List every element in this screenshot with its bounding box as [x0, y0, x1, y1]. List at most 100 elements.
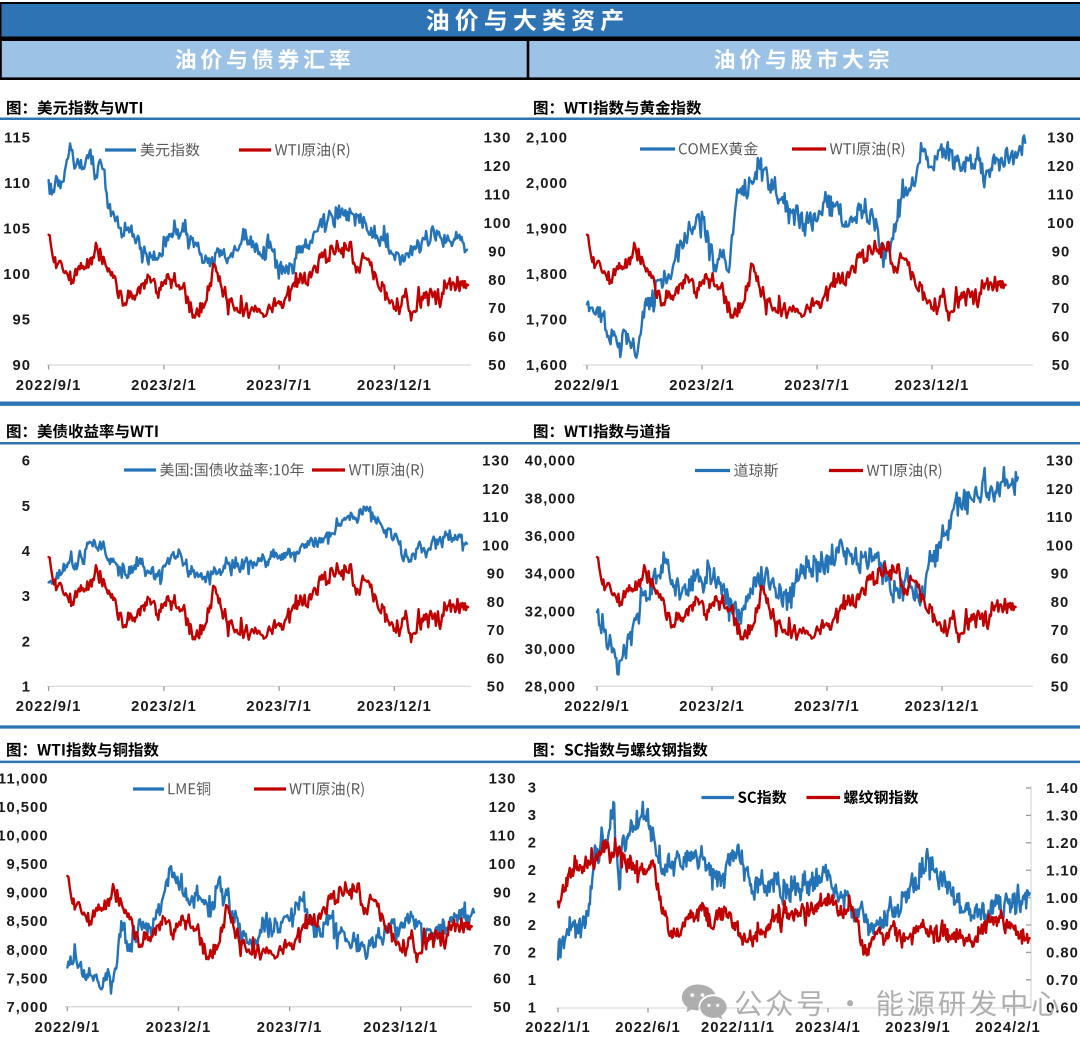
- svg-text:2,000: 2,000: [526, 176, 568, 192]
- svg-text:3: 3: [528, 808, 537, 824]
- svg-text:100: 100: [1046, 538, 1074, 554]
- svg-text:7,000: 7,000: [6, 1000, 48, 1016]
- svg-text:80: 80: [1051, 595, 1069, 611]
- svg-text:1.20: 1.20: [1046, 836, 1079, 852]
- svg-text:90: 90: [488, 244, 506, 260]
- svg-text:110: 110: [484, 187, 511, 203]
- svg-text:1: 1: [22, 680, 31, 696]
- svg-text:1,700: 1,700: [526, 313, 568, 329]
- svg-text:1,600: 1,600: [526, 358, 568, 374]
- svg-text:2023/7/1: 2023/7/1: [246, 699, 312, 715]
- svg-text:60: 60: [488, 330, 506, 346]
- svg-text:70: 70: [1052, 301, 1070, 317]
- svg-text:38,000: 38,000: [525, 491, 576, 507]
- svg-text:2: 2: [528, 946, 537, 962]
- svg-text:3: 3: [528, 781, 537, 797]
- svg-text:2023/2/1: 2023/2/1: [679, 699, 745, 715]
- svg-text:11,000: 11,000: [0, 772, 49, 788]
- svg-text:110: 110: [483, 510, 510, 526]
- svg-text:90: 90: [1052, 244, 1070, 260]
- svg-text:110: 110: [1047, 510, 1074, 526]
- svg-text:30,000: 30,000: [525, 642, 576, 658]
- svg-text:2: 2: [528, 863, 537, 879]
- svg-text:2023/7/1: 2023/7/1: [257, 1020, 323, 1036]
- svg-text:8,000: 8,000: [6, 943, 48, 959]
- svg-text:50: 50: [1051, 680, 1069, 696]
- svg-text:1: 1: [528, 973, 537, 989]
- svg-text:60: 60: [1052, 330, 1070, 346]
- svg-text:2024/2/1: 2024/2/1: [975, 1020, 1041, 1036]
- svg-text:2023/7/1: 2023/7/1: [784, 378, 850, 394]
- svg-text:90: 90: [13, 358, 31, 374]
- svg-text:115: 115: [4, 130, 31, 146]
- svg-text:90: 90: [1051, 567, 1069, 583]
- svg-text:2023/9/1: 2023/9/1: [885, 1020, 951, 1036]
- svg-text:5: 5: [22, 499, 31, 515]
- svg-text:1.10: 1.10: [1046, 863, 1079, 879]
- svg-text:40,000: 40,000: [525, 454, 576, 470]
- svg-text:2: 2: [22, 634, 31, 650]
- svg-text:110: 110: [489, 829, 516, 845]
- svg-text:1,800: 1,800: [526, 267, 568, 283]
- svg-text:2022/11/1: 2022/11/1: [701, 1020, 775, 1036]
- svg-text:9,000: 9,000: [6, 886, 48, 902]
- svg-text:6: 6: [22, 454, 31, 470]
- svg-text:2022/9/1: 2022/9/1: [16, 378, 82, 394]
- svg-text:2023/12/1: 2023/12/1: [363, 1020, 438, 1036]
- svg-text:2: 2: [528, 891, 537, 907]
- svg-text:130: 130: [1046, 454, 1074, 470]
- svg-text:2023/12/1: 2023/12/1: [895, 378, 970, 394]
- svg-text:100: 100: [482, 538, 510, 554]
- svg-text:95: 95: [13, 313, 31, 329]
- svg-text:2: 2: [528, 836, 537, 852]
- svg-text:2022/9/1: 2022/9/1: [554, 378, 620, 394]
- svg-text:80: 80: [487, 595, 505, 611]
- svg-text:120: 120: [1046, 482, 1074, 498]
- svg-text:70: 70: [488, 301, 506, 317]
- svg-text:2023/7/1: 2023/7/1: [794, 699, 860, 715]
- svg-text:100: 100: [489, 857, 517, 873]
- svg-text:28,000: 28,000: [525, 680, 576, 696]
- svg-text:2023/2/1: 2023/2/1: [669, 378, 735, 394]
- svg-text:130: 130: [1047, 130, 1075, 146]
- svg-text:2022/9/1: 2022/9/1: [16, 699, 82, 715]
- svg-text:80: 80: [493, 914, 511, 930]
- svg-text:2023/12/1: 2023/12/1: [357, 378, 432, 394]
- svg-text:2022/9/1: 2022/9/1: [35, 1020, 101, 1036]
- svg-text:120: 120: [489, 800, 517, 816]
- svg-text:50: 50: [493, 1000, 511, 1016]
- svg-text:10,500: 10,500: [0, 800, 49, 816]
- svg-text:2: 2: [528, 918, 537, 934]
- svg-text:10,000: 10,000: [0, 829, 49, 845]
- svg-text:120: 120: [482, 482, 510, 498]
- svg-text:2023/2/1: 2023/2/1: [131, 699, 197, 715]
- svg-text:60: 60: [493, 971, 511, 987]
- svg-text:1.40: 1.40: [1046, 781, 1079, 797]
- svg-text:100: 100: [1047, 216, 1075, 232]
- svg-text:130: 130: [484, 130, 512, 146]
- svg-text:100: 100: [484, 216, 512, 232]
- svg-text:1: 1: [528, 1001, 537, 1017]
- svg-text:50: 50: [1052, 358, 1070, 374]
- svg-text:34,000: 34,000: [525, 567, 576, 583]
- svg-text:2023/2/1: 2023/2/1: [131, 378, 197, 394]
- svg-text:80: 80: [1052, 273, 1070, 289]
- svg-text:2022/9/1: 2022/9/1: [564, 699, 630, 715]
- svg-text:36,000: 36,000: [525, 529, 576, 545]
- svg-text:70: 70: [493, 943, 511, 959]
- svg-text:60: 60: [487, 651, 505, 667]
- svg-text:105: 105: [3, 222, 31, 238]
- svg-text:120: 120: [1047, 159, 1075, 175]
- svg-text:0.90: 0.90: [1046, 918, 1079, 934]
- svg-text:2,100: 2,100: [526, 130, 568, 146]
- svg-text:2023/12/1: 2023/12/1: [905, 699, 980, 715]
- svg-text:9,500: 9,500: [6, 857, 48, 873]
- svg-text:8,500: 8,500: [6, 914, 48, 930]
- svg-text:100: 100: [3, 267, 31, 283]
- svg-text:130: 130: [482, 454, 510, 470]
- svg-text:2022/1/1: 2022/1/1: [525, 1020, 591, 1036]
- svg-text:110: 110: [4, 176, 31, 192]
- svg-text:1,900: 1,900: [526, 222, 568, 238]
- svg-text:1.30: 1.30: [1046, 809, 1079, 825]
- svg-text:120: 120: [484, 159, 512, 175]
